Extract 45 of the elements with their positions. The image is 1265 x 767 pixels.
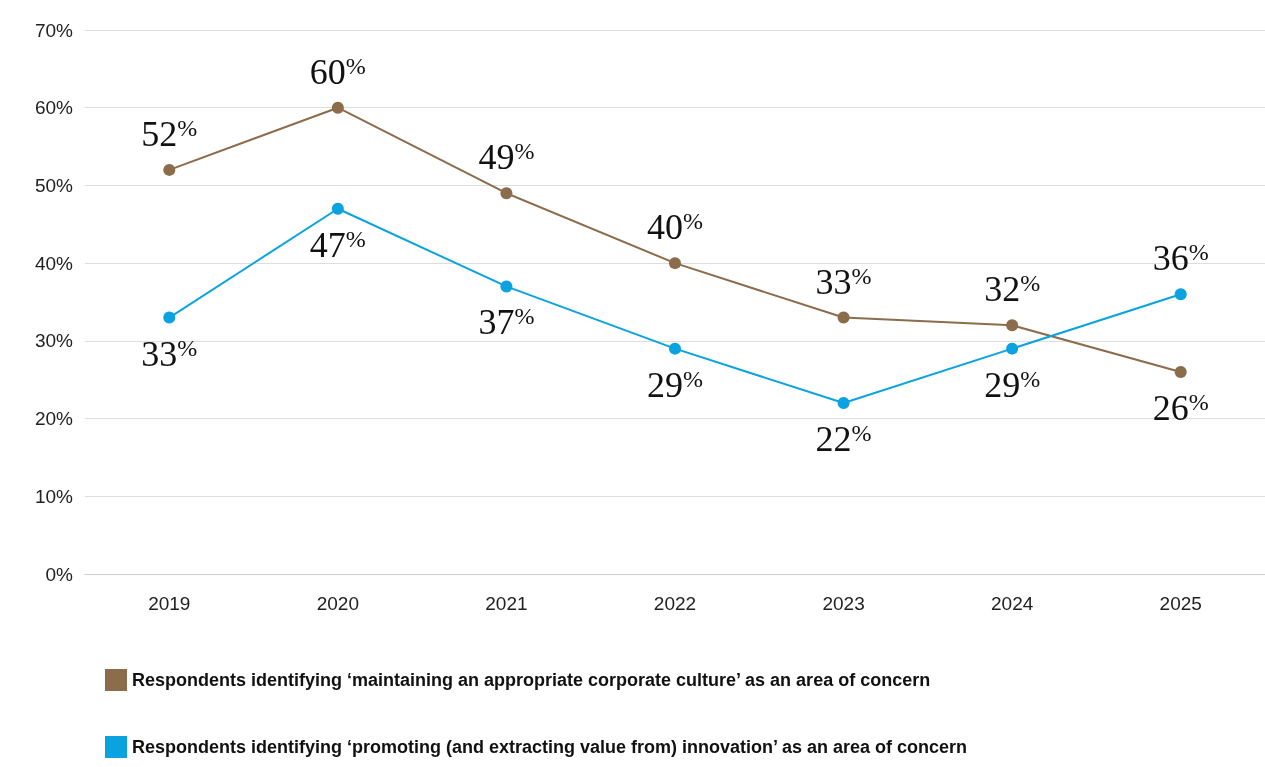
data-label: 26% (1152, 387, 1209, 428)
point (500, 280, 513, 293)
data-label: 36% (1152, 238, 1209, 279)
x-tick-label: 2025 (1159, 593, 1202, 614)
y-tick-label: 70% (34, 19, 74, 41)
data-label: 29% (984, 364, 1041, 405)
data-label: 33% (815, 261, 872, 302)
point (331, 101, 344, 114)
data-label: 29% (647, 364, 703, 405)
legend-label: Respondents identifying ‘maintaining an appropriate corporate culture’ as an area of concern (132, 670, 931, 690)
point (163, 163, 176, 176)
point (331, 202, 344, 215)
data-label: 47% (309, 224, 366, 265)
point (500, 187, 513, 200)
y-tick-label: 40% (34, 252, 74, 274)
y-tick-label: 30% (34, 330, 74, 352)
data-label: 49% (478, 137, 535, 178)
point (1174, 288, 1187, 301)
y-tick-label: 10% (34, 485, 74, 507)
y-tick-label: 0% (45, 563, 74, 585)
point (1006, 342, 1019, 355)
point (837, 311, 850, 324)
data-label: 52% (141, 113, 198, 154)
data-label: 33% (141, 333, 198, 374)
legend-label: Respondents identifying ‘promoting (and extracting value from) innovation’ as an area of concern (132, 737, 968, 757)
data-label: 60% (309, 51, 366, 92)
x-tick-label: 2023 (822, 593, 865, 614)
point (163, 311, 176, 324)
x-tick-label: 2024 (991, 593, 1034, 614)
data-label: 32% (984, 269, 1041, 310)
x-tick-label: 2020 (316, 593, 359, 614)
data-label: 40% (647, 207, 703, 248)
point (1006, 319, 1019, 332)
y-tick-label: 60% (34, 97, 74, 119)
y-tick-label: 20% (34, 408, 74, 430)
point (1174, 365, 1187, 378)
x-tick-label: 2022 (653, 593, 697, 614)
point (669, 257, 681, 270)
data-label: 37% (478, 302, 535, 343)
x-tick-label: 2019 (148, 593, 191, 614)
data-label: 22% (815, 419, 872, 460)
y-tick-label: 50% (34, 174, 74, 196)
point (669, 342, 681, 355)
x-tick-label: 2021 (485, 593, 528, 614)
point (837, 397, 850, 410)
